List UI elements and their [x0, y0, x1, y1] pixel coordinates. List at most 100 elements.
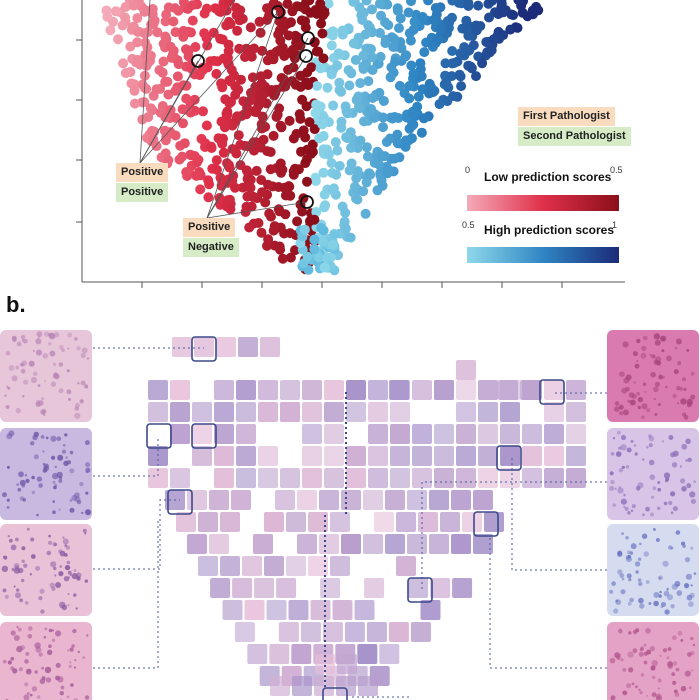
scatter-point: [195, 184, 206, 195]
tissue-tile: [320, 578, 341, 598]
scatter-point: [471, 71, 481, 82]
scatter-point: [280, 190, 291, 201]
tissue-tile: [368, 402, 388, 422]
scatter-point: [166, 52, 177, 63]
tissue-tile: [478, 402, 498, 422]
scatter-point: [326, 158, 337, 169]
tissue-tile: [500, 468, 520, 488]
tissue-tile: [322, 622, 343, 642]
scatter-point: [404, 93, 415, 104]
scatter-point: [256, 227, 267, 238]
scatter-point: [225, 0, 236, 6]
scatter-point: [329, 229, 340, 239]
scatter-point: [105, 25, 116, 36]
scatter-point: [210, 3, 221, 14]
scatter-point: [305, 7, 316, 18]
scatter-point: [316, 18, 327, 29]
scatter-point: [355, 78, 366, 89]
tissue-tile: [310, 600, 331, 620]
tissue-tile: [451, 534, 471, 554]
scatter-point: [224, 75, 235, 86]
scatter-point: [357, 14, 368, 25]
tissue-tile: [234, 622, 255, 642]
scatter-point: [447, 46, 458, 56]
tissue-tile: [434, 380, 454, 400]
scatter-point: [302, 176, 312, 187]
scatter-point: [385, 72, 396, 83]
scatter-point: [315, 63, 326, 74]
scatter-point: [113, 34, 123, 45]
scatter-point: [358, 64, 369, 74]
tissue-tile: [452, 578, 473, 598]
scatter-point: [328, 183, 339, 194]
scatter-point: [306, 62, 317, 73]
high-colorbar-title: High prediction scores: [484, 223, 615, 237]
scatter-point: [120, 1, 131, 12]
scatter-point: [183, 45, 194, 56]
scatter-point: [222, 158, 232, 169]
scatter-point: [117, 20, 128, 31]
highlighted-tile: [496, 445, 522, 471]
tissue-tile: [236, 380, 256, 400]
tissue-tile: [366, 622, 387, 642]
tissue-tile: [214, 402, 234, 422]
tissue-tile: [170, 424, 190, 444]
scatter-point: [473, 0, 484, 11]
scatter-point: [129, 85, 140, 96]
scatter-point: [362, 151, 373, 162]
low-colorbar: [467, 195, 619, 211]
tissue-tile: [500, 424, 520, 444]
legend-first-pathologist: First Pathologist: [518, 107, 615, 126]
tissue-tile: [302, 402, 322, 422]
scatter-point: [302, 251, 313, 262]
tissue-tile: [544, 380, 564, 400]
tissue-tile: [209, 534, 229, 554]
tissue-tile: [308, 512, 328, 532]
scatter-point: [120, 12, 131, 23]
scatter-point: [290, 51, 301, 62]
scatter-point: [471, 25, 482, 36]
scatter-point: [309, 214, 320, 225]
scatter-point: [369, 112, 380, 123]
tissue-tile: [214, 380, 234, 400]
scatter-point: [377, 180, 388, 191]
scatter-point: [486, 45, 497, 56]
scatter-point: [374, 87, 385, 98]
tissue-tile: [390, 446, 410, 466]
scatter-point: [395, 13, 406, 24]
scatter-point: [323, 0, 334, 9]
scatter-point: [412, 101, 423, 112]
scatter-point: [513, 0, 524, 5]
scatter-point: [284, 115, 295, 126]
scatter-point: [441, 78, 452, 89]
scatter-point: [361, 0, 372, 6]
scatter-point: [378, 112, 389, 123]
scatter-point: [389, 112, 400, 122]
tissue-tile: [357, 644, 378, 664]
tissue-tile: [231, 490, 251, 510]
scatter-point: [218, 5, 229, 16]
scatter-point: [517, 7, 528, 18]
side-tissue-tile: [0, 622, 92, 700]
tissue-tile: [170, 380, 190, 400]
scatter-point: [506, 9, 517, 20]
scatter-point: [264, 208, 275, 219]
scatter-point: [268, 54, 279, 65]
scatter-point: [447, 12, 457, 23]
tissue-tile: [280, 380, 300, 400]
tissue-tile: [220, 556, 240, 576]
low-min-tick: 0: [465, 165, 471, 175]
scatter-point: [170, 130, 181, 141]
scatter-point: [327, 239, 338, 250]
scatter-point: [277, 164, 288, 175]
tissue-tile: [544, 446, 564, 466]
tissue-tile: [324, 446, 344, 466]
tissue-tile: [544, 424, 564, 444]
tissue-tile: [192, 446, 212, 466]
scatter-point: [132, 13, 143, 24]
scatter-point: [498, 7, 509, 18]
dotted-connectors: [93, 347, 607, 698]
scatter-point: [198, 106, 208, 117]
scatter-point: [278, 24, 288, 35]
scatter-point: [139, 70, 150, 81]
